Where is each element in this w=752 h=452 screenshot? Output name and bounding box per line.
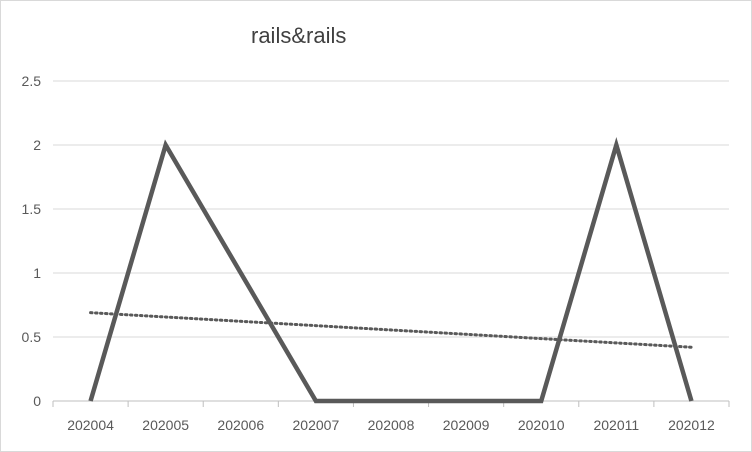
x-tick-label: 202004 xyxy=(67,417,114,433)
x-tick-label: 202011 xyxy=(593,417,639,433)
y-tick-label: 2.5 xyxy=(22,73,42,89)
trendline xyxy=(89,311,693,349)
y-tick-label: 0 xyxy=(33,393,41,409)
y-tick-label: 2 xyxy=(33,137,41,153)
x-tick-label: 202007 xyxy=(293,417,340,433)
x-tick-label: 202010 xyxy=(518,417,565,433)
series-lines xyxy=(88,137,694,404)
chart-title: rails&rails xyxy=(251,23,347,48)
gridlines xyxy=(53,80,729,402)
y-tick-label: 1.5 xyxy=(22,201,42,217)
x-tick-label: 202008 xyxy=(368,417,415,433)
x-axis-ticks: 202004 202005 202006 202007 202008 202009 2020… xyxy=(52,401,730,433)
y-axis-ticks: 0 0.5 1 1.5 2 2.5 xyxy=(22,73,42,409)
y-tick-label: 1 xyxy=(33,265,41,281)
x-tick-label: 202009 xyxy=(443,417,490,433)
x-tick-label: 202012 xyxy=(668,417,715,433)
y-tick-label: 0.5 xyxy=(22,329,42,345)
x-tick-label: 202005 xyxy=(142,417,189,433)
x-tick-label: 202006 xyxy=(217,417,264,433)
